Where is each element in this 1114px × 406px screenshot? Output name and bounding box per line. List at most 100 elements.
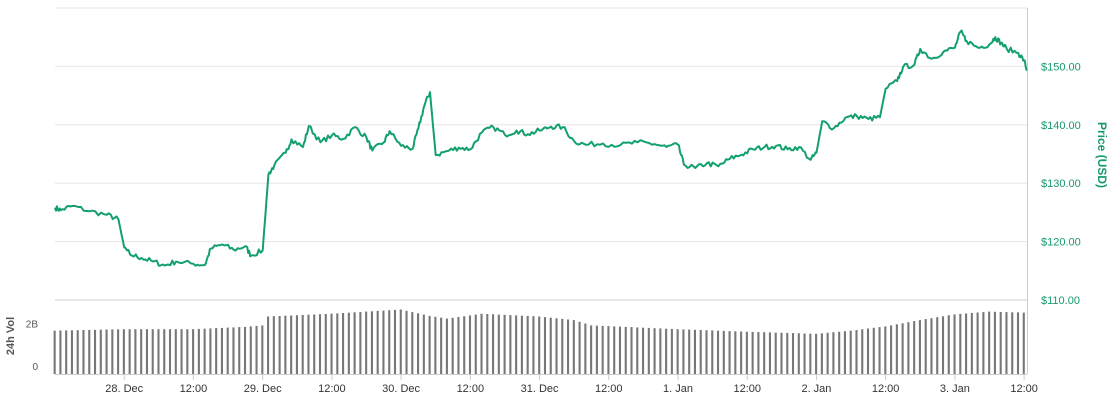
volume-bar: [411, 312, 414, 374]
volume-bar: [1011, 312, 1014, 374]
volume-bar: [342, 313, 345, 374]
price-tick-label: $130.00: [1041, 178, 1081, 190]
volume-bar: [1016, 312, 1020, 374]
volume-bar: [745, 331, 748, 374]
x-tick-label: 1. Jan: [663, 383, 693, 395]
volume-bar: [988, 311, 991, 374]
volume-bar: [624, 326, 627, 374]
volume-bar: [88, 329, 91, 374]
x-tick-label: 12:00: [1010, 383, 1038, 395]
volume-tick-label: 0: [32, 362, 38, 373]
volume-bar: [630, 327, 633, 374]
volume-bar: [815, 333, 818, 374]
volume-bar: [555, 318, 558, 374]
volume-bar: [601, 325, 604, 374]
volume-bar: [197, 328, 200, 374]
volume-bar: [370, 311, 373, 374]
volume-bar: [826, 332, 829, 374]
x-tick-label: 12:00: [457, 383, 485, 395]
volume-bar: [93, 329, 97, 374]
volume-bar: [832, 332, 835, 374]
volume-bar: [324, 314, 327, 374]
volume-bar: [901, 323, 904, 374]
volume-bar: [105, 329, 108, 374]
volume-bar: [549, 317, 552, 374]
volume-bar: [878, 327, 881, 374]
volume-bar: [163, 329, 166, 374]
x-tick-label: 30. Dec: [382, 383, 420, 395]
volume-bar: [590, 325, 593, 374]
volume-bar: [618, 326, 622, 374]
volume-bar: [347, 312, 350, 374]
x-tick-label: 12:00: [318, 383, 346, 395]
volume-bar: [457, 317, 460, 374]
volume-bar: [774, 332, 777, 374]
volume-bar: [515, 315, 518, 374]
volume-bar: [313, 314, 316, 374]
volume-bar: [220, 327, 223, 374]
volume-bar: [1022, 312, 1025, 374]
volume-bar: [768, 332, 771, 374]
volume-bar: [711, 330, 714, 374]
volume-bar: [503, 314, 506, 374]
x-tick-label: 12:00: [733, 383, 761, 395]
volume-bar: [520, 315, 523, 374]
volume-bar: [763, 332, 766, 374]
volume-bar: [999, 312, 1002, 374]
x-tick-label: 2. Jan: [801, 383, 831, 395]
volume-bar: [168, 329, 172, 374]
volume-bar: [393, 309, 397, 374]
volume-bar: [567, 319, 570, 374]
volume-bar: [451, 317, 454, 374]
volume-bar: [232, 327, 235, 374]
volume-bar: [647, 327, 650, 374]
volume-bar: [261, 325, 264, 374]
volume-bar: [636, 327, 639, 374]
volume-bar: [359, 312, 362, 374]
volume-bar: [267, 316, 270, 374]
volume-bar: [365, 311, 368, 374]
volume-bar: [820, 333, 823, 374]
volume-bar: [65, 330, 68, 374]
volume-bar: [284, 315, 287, 374]
volume-bar: [699, 330, 702, 374]
volume-bar: [497, 314, 500, 374]
volume-bar: [422, 314, 425, 374]
volume-bar: [907, 322, 910, 374]
price-axis: $110.00 $120.00 $130.00 $140.00 $150.00: [1041, 61, 1081, 307]
price-tick-label: $140.00: [1041, 120, 1081, 132]
volume-bar: [676, 329, 679, 374]
volume-bar: [145, 329, 148, 374]
volume-bar: [538, 316, 541, 374]
price-tick-label: $120.00: [1041, 237, 1081, 249]
volume-axis: 2B 0: [26, 320, 39, 373]
volume-bar: [884, 326, 887, 374]
volume-bar: [705, 330, 708, 374]
volume-bar: [641, 327, 645, 374]
volume-bar: [532, 316, 535, 374]
volume-bar: [953, 314, 956, 374]
volume-bar: [595, 325, 598, 374]
volume-bar: [918, 320, 921, 374]
volume-bar: [930, 318, 933, 374]
volume-bar: [330, 313, 333, 374]
x-tick-label: 12:00: [872, 383, 900, 395]
volume-bar: [526, 315, 529, 374]
volume-bar: [382, 310, 385, 374]
volume-bar: [838, 331, 841, 374]
x-tick-label: 31. Dec: [521, 383, 559, 395]
volume-bar: [797, 333, 800, 374]
volume-bar: [157, 329, 160, 374]
volume-bar: [353, 312, 356, 374]
volume-bar: [665, 328, 668, 374]
volume-bar: [318, 314, 322, 374]
volume-bar: [924, 319, 927, 374]
volume-bar: [440, 317, 443, 374]
volume-bar: [584, 323, 587, 374]
volume-bar: [480, 313, 483, 374]
volume-bar: [670, 328, 673, 374]
volume-bar: [809, 333, 812, 374]
volume-bar: [740, 331, 743, 374]
